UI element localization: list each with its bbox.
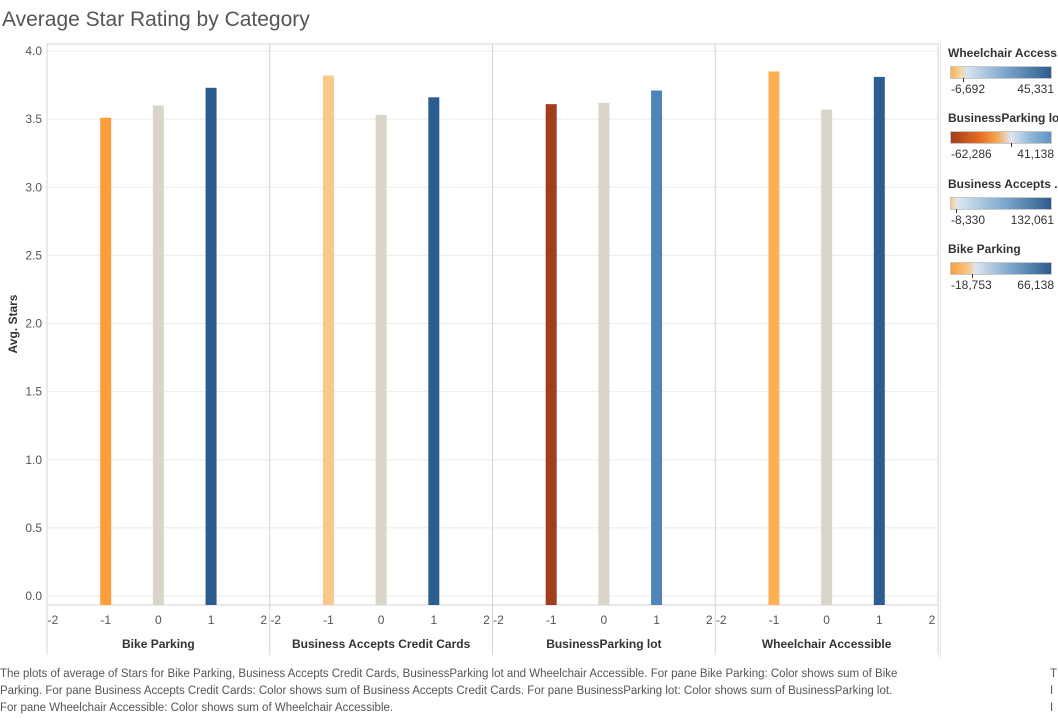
x-tick-label: -2 [48,613,59,627]
x-tick-label: -1 [323,613,334,627]
bar[interactable] [428,97,440,605]
color-legend: Bike Parking -18,753 66,138 [948,242,1058,298]
y-tick-label: 0.0 [25,589,42,603]
bar[interactable] [205,87,217,606]
color-legend: Business Accepts .. -8,330 132,061 [948,177,1058,233]
x-tick-label: 1 [876,613,883,627]
x-tick-label: -1 [100,613,111,627]
zero-marker [1011,143,1013,147]
chart-title: Average Star Rating by Category [2,8,310,31]
clipped-glyph: I [1050,702,1054,714]
clipped-glyph: T [1050,668,1058,680]
x-tick-label: 2 [483,613,490,627]
pane-label: Business Accepts Credit Cards [292,637,471,651]
pane-label: Wheelchair Accessible [762,637,892,651]
bar[interactable] [873,76,885,605]
bar[interactable] [152,105,164,606]
bar[interactable] [100,117,112,605]
x-tick-label: 2 [260,613,267,627]
bars [100,71,885,606]
legend-max-value: 45,331 [1017,82,1054,96]
x-tick-label: -2 [493,613,504,627]
pane-label: BusinessParking lot [546,637,661,651]
y-tick-label: 2.0 [25,317,42,331]
color-ramp [950,262,1052,275]
y-tick-label: 0.5 [25,521,42,535]
bar[interactable] [821,109,833,606]
legend-max-value: 41,138 [1017,147,1054,161]
bar[interactable] [598,102,610,606]
legend-min-value: -8,330 [951,213,986,227]
x-tick-label: -1 [546,613,557,627]
chart-caption: The plots of average of Stars for Bike P… [0,666,945,717]
bar[interactable] [768,71,780,605]
bar[interactable] [545,104,557,605]
zero-marker [972,274,974,278]
caption-line: The plots of average of Stars for Bike P… [0,668,898,680]
legend-min-value: -62,286 [951,147,992,161]
clipped-glyph: I [1050,685,1054,697]
legend-title: Wheelchair Access.. [948,46,1058,60]
legend-max-value: 66,138 [1017,278,1054,292]
caption-line: For pane Wheelchair Accessible: Color sh… [0,702,394,714]
caption-line: Parking. For pane Business Accepts Credi… [0,685,893,697]
y-tick-label: 3.0 [25,180,42,194]
pane-label: Bike Parking [122,637,195,651]
x-tick-label: 2 [706,613,713,627]
legend-min-value: -18,753 [951,278,992,292]
color-ramp [950,131,1052,144]
y-tick-label: 3.5 [25,112,42,126]
axis-labels: 0.0 0.5 1.0 1.5 2.0 2.5 3.0 3.5 4.0 Avg. Stars -2 -… [6,44,936,651]
x-tick-label: 0 [823,613,830,627]
y-tick-label: 2.5 [25,248,42,262]
x-tick-label: 1 [430,613,437,627]
y-tick-label: 1.5 [25,385,42,399]
x-tick-label: -2 [716,613,727,627]
x-tick-label: 1 [653,613,660,627]
x-tick-label: -1 [769,613,780,627]
legend-title: BusinessParking lot [948,111,1058,125]
y-tick-label: 4.0 [25,44,42,58]
y-tick-label: 1.0 [25,453,42,467]
bar[interactable] [375,115,387,605]
legend-title: Bike Parking [948,242,1021,256]
x-tick-label: 0 [378,613,385,627]
axes [46,43,939,655]
color-legend: Wheelchair Access.. -6,692 45,331 [948,46,1058,102]
color-legend: BusinessParking lot -62,286 41,138 [948,111,1058,167]
legend-max-value: 132,061 [1010,213,1054,227]
x-tick-label: 0 [155,613,162,627]
bar[interactable] [651,90,663,605]
color-ramp [950,66,1052,79]
x-tick-label: 2 [929,613,936,627]
legend-title: Business Accepts .. [948,177,1058,191]
legend-divider [940,42,941,658]
x-tick-label: -2 [270,613,281,627]
color-ramp [950,197,1052,210]
zero-marker [956,209,958,213]
bar[interactable] [322,75,334,605]
bar-chart: 0.0 0.5 1.0 1.5 2.0 2.5 3.0 3.5 4.0 Avg. Stars -2 -… [6,43,939,655]
x-tick-label: 1 [208,613,215,627]
x-tick-label: 0 [601,613,608,627]
zero-marker [963,78,965,82]
legend-min-value: -6,692 [951,82,986,96]
y-axis-title: Avg. Stars [6,294,20,353]
